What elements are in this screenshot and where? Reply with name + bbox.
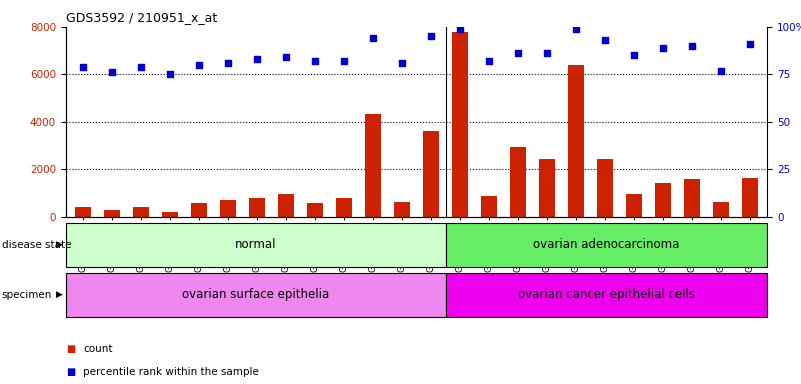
Bar [278,194,294,217]
Bar [365,114,381,217]
Point [453,26,466,32]
Bar [307,203,323,217]
Point [222,60,235,66]
Text: ■: ■ [66,367,75,377]
Point [396,60,409,66]
Bar [445,223,767,267]
Point [627,52,640,58]
Text: ■: ■ [66,344,75,354]
Bar [336,199,352,217]
Text: ▶: ▶ [56,240,63,249]
Point [657,45,670,51]
Bar [713,202,729,217]
Point [482,58,495,64]
Point [570,26,582,32]
Point [714,68,727,74]
Bar [510,147,526,217]
Bar [539,159,555,217]
Point [77,64,90,70]
Text: specimen: specimen [2,290,52,300]
Bar [394,202,410,217]
Point [598,37,611,43]
Bar [445,273,767,317]
Point [512,50,525,56]
Bar [66,273,445,317]
Text: ▶: ▶ [56,290,63,299]
Point [367,35,380,41]
Bar [655,182,671,217]
Point [106,70,119,76]
Bar [423,131,439,217]
Point [425,33,437,40]
Text: ovarian adenocarcinoma: ovarian adenocarcinoma [533,238,680,251]
Bar [626,194,642,217]
Text: disease state: disease state [2,240,71,250]
Bar [133,207,149,217]
Bar [104,210,120,217]
Bar [742,178,758,217]
Bar [220,200,236,217]
Text: ovarian cancer epithelial cells: ovarian cancer epithelial cells [518,288,695,301]
Bar [684,179,700,217]
Text: count: count [83,344,113,354]
Text: percentile rank within the sample: percentile rank within the sample [83,367,260,377]
Bar [452,31,468,217]
Point [280,54,292,60]
Bar [75,207,91,217]
Point [163,71,176,78]
Bar [66,223,445,267]
Bar [162,212,178,217]
Bar [481,195,497,217]
Point [743,41,756,47]
Point [251,56,264,62]
Text: normal: normal [235,238,276,251]
Text: GDS3592 / 210951_x_at: GDS3592 / 210951_x_at [66,12,217,25]
Point [193,62,206,68]
Bar [597,159,613,217]
Point [686,43,698,49]
Bar [249,198,265,217]
Point [308,58,321,64]
Point [338,58,351,64]
Bar [191,203,207,217]
Text: ovarian surface epithelia: ovarian surface epithelia [182,288,329,301]
Bar [568,65,584,217]
Point [541,50,553,56]
Point [135,64,147,70]
